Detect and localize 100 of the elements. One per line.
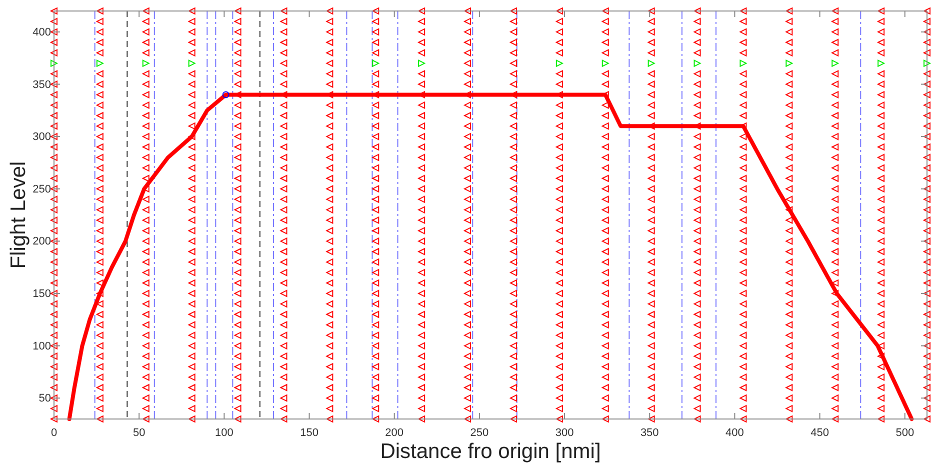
point [786,332,793,339]
point [556,174,563,182]
point [142,258,150,266]
point [878,49,885,56]
point [510,258,517,266]
point [326,80,334,88]
point [924,405,930,412]
point [372,102,380,109]
point [464,394,472,402]
point [50,238,58,245]
point [280,60,288,67]
point [924,321,930,328]
point [142,49,150,56]
point [372,321,380,328]
point [464,416,472,422]
point [648,164,655,172]
point [924,49,930,56]
point [234,185,242,192]
point [740,300,747,308]
point [418,394,426,402]
point [372,258,380,266]
point [878,405,885,412]
point [418,144,426,150]
point [694,196,701,203]
point [50,394,58,402]
point [280,269,288,276]
point [602,216,609,224]
point [464,102,472,109]
point [50,8,58,14]
point [50,154,58,161]
point [556,206,563,214]
point [418,206,426,214]
x-tick-label: 450 [810,426,829,439]
point [878,102,885,109]
point [786,227,793,234]
point [878,133,885,140]
point [740,185,747,192]
point [280,38,288,46]
point [188,227,196,234]
point [96,174,104,182]
point [786,70,793,78]
point [602,374,609,381]
point [96,185,104,192]
point [280,18,288,25]
point [740,144,747,150]
point [234,112,242,120]
point [188,28,196,36]
point [602,238,609,245]
point [510,80,517,88]
point [648,280,655,286]
point [418,238,426,245]
point [96,310,104,318]
point [50,258,58,266]
point [418,321,426,328]
point [510,28,517,36]
point [786,300,793,308]
point [234,310,242,318]
point [648,133,655,140]
point [602,185,609,192]
point [602,112,609,120]
point [786,384,793,392]
point [464,321,472,328]
point [878,70,885,78]
point [188,70,196,78]
point [142,174,150,182]
point [786,342,793,350]
point [556,352,563,360]
point [234,216,242,224]
point [510,332,517,339]
point [510,185,517,192]
point [556,394,563,402]
point [878,280,885,286]
point [832,206,839,214]
point [50,133,58,140]
point [786,154,793,161]
point [50,248,58,256]
point [924,196,930,203]
point [602,384,609,392]
point [648,80,655,88]
point [142,164,150,172]
point [556,227,563,234]
point [96,196,104,203]
point [280,384,288,392]
point [786,258,793,266]
point [602,206,609,214]
point [510,60,517,67]
point [694,91,701,98]
point [832,154,839,161]
point [234,332,242,339]
point [832,238,839,245]
point [602,290,609,297]
point [924,38,930,46]
point [372,8,380,14]
point [50,374,58,381]
point [832,8,839,14]
x-tick-label: 500 [896,426,914,439]
point [142,374,150,381]
point [96,206,104,214]
point [694,154,701,161]
point [924,310,930,318]
